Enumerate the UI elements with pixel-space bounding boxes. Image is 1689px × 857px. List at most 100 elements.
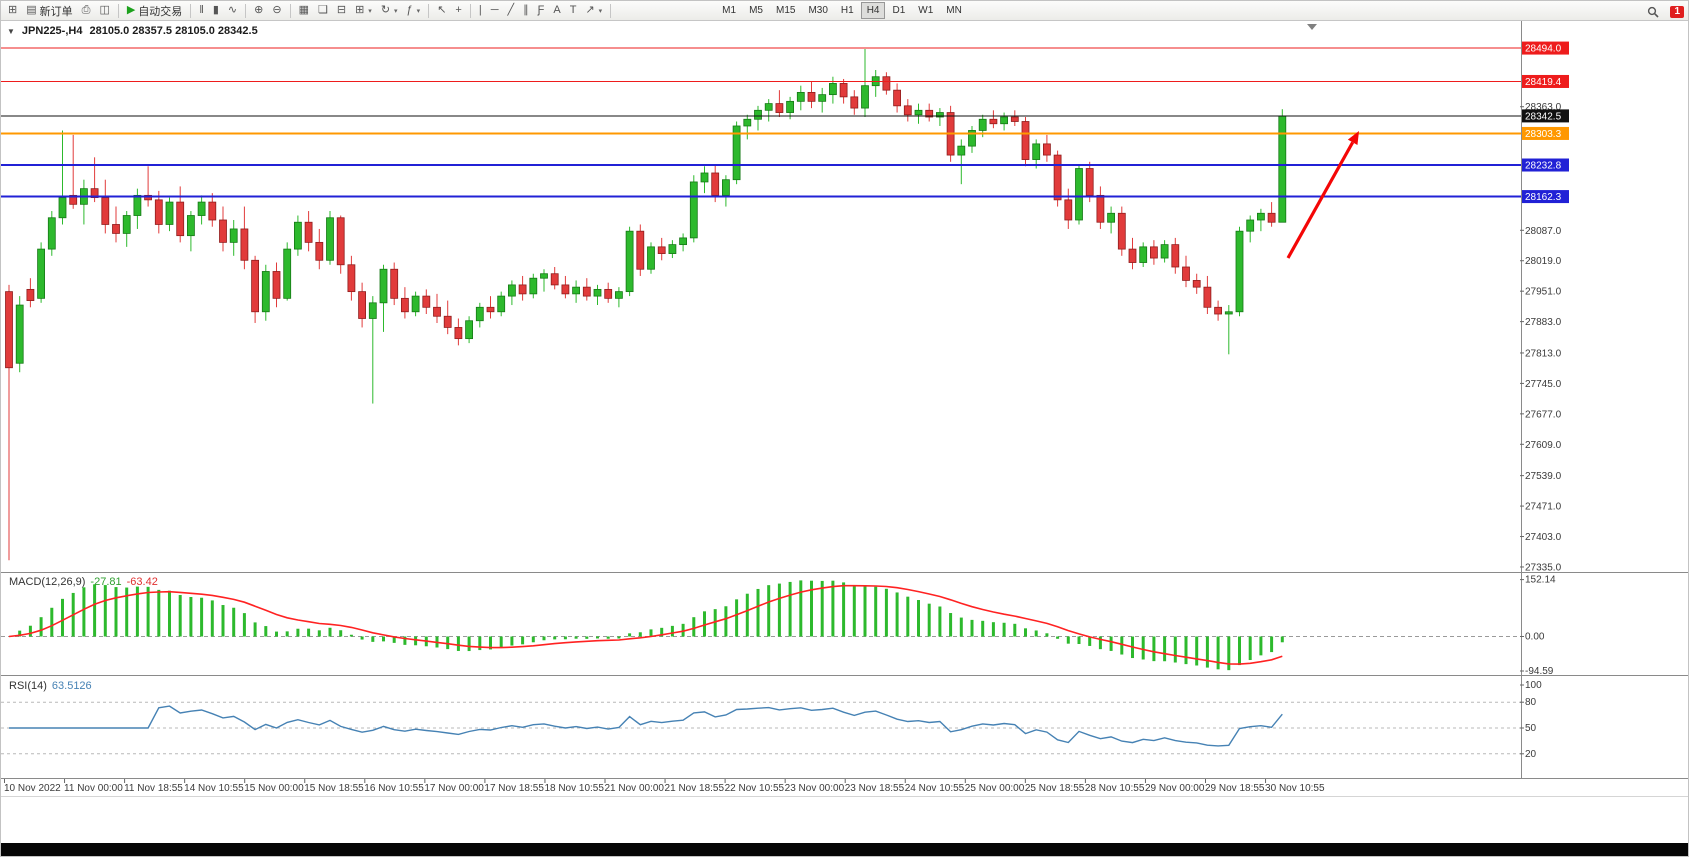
timeframe-m30-button[interactable]: M30 <box>802 2 833 19</box>
horizontal-line-button[interactable]: ─ <box>487 2 503 19</box>
timeframe-d1-button[interactable]: D1 <box>886 2 911 19</box>
svg-text:80: 80 <box>1525 697 1537 708</box>
toolbar: ⊞ ▤ 新订单 ⎙ ◫ ▶ 自动交易 ‖ ▮ ∿ ⊕ ⊖ ▦ ❏ ⊟ ⊞ ▾ ↻ ▾ ƒ ▾ ↖ + | ─ ╱ ∥ Ƒ A T ↗ ▾ M1 M… <box>1 1 1688 21</box>
search-icon <box>1648 6 1660 18</box>
toolbar-separator <box>428 3 430 18</box>
svg-text:0.00: 0.00 <box>1525 632 1545 643</box>
chart-menu-icon: ▼ <box>7 26 15 36</box>
horizontal-line-icon: ─ <box>490 4 499 16</box>
svg-text:29 Nov 00:00: 29 Nov 00:00 <box>1145 783 1205 794</box>
new-order-button[interactable]: ▤ 新订单 <box>22 2 76 19</box>
horizontal-line-objects[interactable] <box>1 47 1521 198</box>
new-order-icon: ▤ <box>26 4 37 16</box>
dropdown-arrow-icon: ▾ <box>598 7 603 15</box>
arrange-windows-button[interactable]: ⊟ <box>333 2 350 19</box>
timeframe-m15-button[interactable]: M15 <box>770 2 801 19</box>
macd-panel-plot: 152.14 0.00 -94.59 <box>1 575 1556 677</box>
chart-shift-marker[interactable] <box>1307 24 1317 30</box>
svg-text:14 Nov 10:55: 14 Nov 10:55 <box>184 783 244 794</box>
cursor-icon: ↖ <box>437 4 447 16</box>
macd-signal-value: -63.42 <box>126 576 158 588</box>
trendline-button[interactable]: ╱ <box>504 2 519 19</box>
print-preview-icon: ◫ <box>99 4 110 16</box>
toolbar-separator <box>610 3 612 18</box>
text-button[interactable]: A <box>549 2 564 19</box>
text-label-button[interactable]: T <box>566 2 581 19</box>
cursor-button[interactable]: ↖ <box>433 2 450 19</box>
dropdown-arrow-icon: ▾ <box>416 7 421 15</box>
price-axis-tags: 28494.0 28419.4 28342.5 28303.3 28232.8 28162… <box>1522 41 1569 204</box>
notification-badge[interactable]: 1 <box>1670 5 1684 18</box>
svg-text:17 Nov 00:00: 17 Nov 00:00 <box>424 783 484 794</box>
toolbar-separator <box>190 3 192 18</box>
print-preview-button[interactable]: ◫ <box>95 2 113 19</box>
rsi-panel-plot: 100 80 50 20 <box>1 680 1542 760</box>
svg-text:15 Nov 18:55: 15 Nov 18:55 <box>304 783 364 794</box>
svg-text:28342.5: 28342.5 <box>1525 111 1562 122</box>
svg-text:17 Nov 18:55: 17 Nov 18:55 <box>484 783 544 794</box>
new-order-button-label: 新订单 <box>39 5 73 18</box>
svg-text:27471.0: 27471.0 <box>1525 502 1562 513</box>
svg-text:28232.8: 28232.8 <box>1525 161 1562 172</box>
timeframe-h4-button[interactable]: H4 <box>860 2 886 19</box>
svg-text:16 Nov 10:55: 16 Nov 10:55 <box>364 783 424 794</box>
autotrade-button[interactable]: ▶ 自动交易 <box>123 2 186 19</box>
zoom-in-button[interactable]: ⊕ <box>250 2 267 19</box>
svg-text:28494.0: 28494.0 <box>1525 44 1562 55</box>
toolbar-separator <box>245 3 247 18</box>
line-chart-button[interactable]: ∿ <box>224 2 241 19</box>
dropdown-arrow-icon: ▾ <box>368 7 372 15</box>
candlestick-chart-button[interactable]: ▮ <box>209 2 223 19</box>
timeframe-mn-button[interactable]: MN <box>940 2 968 19</box>
svg-text:15 Nov 00:00: 15 Nov 00:00 <box>244 783 304 794</box>
indicators-dropdown-button[interactable]: ƒ ▾ <box>403 2 425 19</box>
line-chart-icon: ∿ <box>227 4 238 16</box>
svg-text:11 Nov 18:55: 11 Nov 18:55 <box>124 783 183 794</box>
tile-windows-button[interactable]: ▦ <box>295 2 313 19</box>
rsi-value: 63.5126 <box>51 680 92 692</box>
svg-text:27883.0: 27883.0 <box>1525 317 1562 328</box>
vertical-line-button[interactable]: | <box>475 2 486 19</box>
autotrade-button-label: 自动交易 <box>138 5 183 18</box>
new-chart-button[interactable]: ⊞ <box>4 2 21 19</box>
rsi-indicator-label: RSI(14) 63.5126 <box>9 680 97 692</box>
toolbar-right-group: 1 <box>1643 3 1684 20</box>
trend-arrow-annotation[interactable] <box>1286 131 1359 259</box>
svg-text:18 Nov 10:55: 18 Nov 10:55 <box>544 783 604 794</box>
svg-text:27813.0: 27813.0 <box>1525 348 1562 359</box>
svg-text:23 Nov 18:55: 23 Nov 18:55 <box>845 783 905 794</box>
search-button[interactable] <box>1643 3 1663 20</box>
bar-chart-icon: ‖ <box>199 4 204 16</box>
bar-chart-button[interactable]: ‖ <box>195 2 208 19</box>
svg-text:25 Nov 00:00: 25 Nov 00:00 <box>965 783 1025 794</box>
timeframe-m1-button[interactable]: M1 <box>716 2 742 19</box>
cascade-windows-button[interactable]: ❏ <box>314 2 332 19</box>
svg-text:10 Nov 2022: 10 Nov 2022 <box>4 783 61 794</box>
toolbar-separator <box>469 3 471 18</box>
svg-text:27403.0: 27403.0 <box>1525 532 1562 543</box>
svg-text:50: 50 <box>1525 723 1537 734</box>
toolbar-separator <box>289 3 291 18</box>
crosshair-icon: + <box>455 4 462 16</box>
svg-text:28162.3: 28162.3 <box>1525 192 1562 203</box>
zoom-out-button[interactable]: ⊖ <box>268 2 285 19</box>
channel-button[interactable]: ∥ <box>519 2 533 19</box>
timeframe-m5-button[interactable]: M5 <box>743 2 769 19</box>
profiles-dropdown-button[interactable]: ↻ ▾ <box>377 2 402 19</box>
arrange-windows-icon: ⊟ <box>336 4 347 16</box>
arrows-dropdown-button[interactable]: ↗ ▾ <box>581 2 606 19</box>
print-button[interactable]: ⎙ <box>78 2 95 19</box>
svg-text:-94.59: -94.59 <box>1525 666 1554 677</box>
macd-main-value: -27.81 <box>90 576 122 588</box>
svg-text:27745.0: 27745.0 <box>1525 379 1562 390</box>
new-chart-dropdown-button[interactable]: ⊞ ▾ <box>351 2 376 19</box>
timeframe-w1-button[interactable]: W1 <box>912 2 939 19</box>
crosshair-button[interactable]: + <box>451 2 465 19</box>
fibonacci-button[interactable]: Ƒ <box>534 2 549 19</box>
timeframe-h1-button[interactable]: H1 <box>835 2 860 19</box>
svg-text:100: 100 <box>1525 680 1542 691</box>
cascade-windows-icon: ❏ <box>317 4 328 16</box>
svg-text:28303.3: 28303.3 <box>1525 129 1562 140</box>
